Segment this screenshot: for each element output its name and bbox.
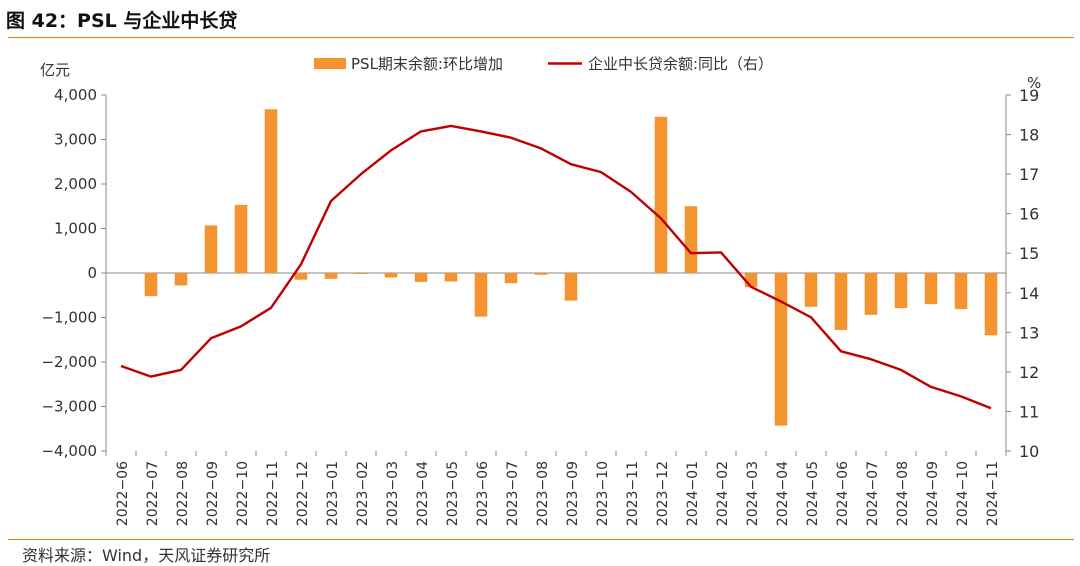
psl-bar	[354, 273, 368, 274]
title-rule	[8, 37, 1074, 38]
right-tick-label: 14	[1019, 284, 1039, 303]
right-tick-label: 15	[1019, 244, 1039, 263]
x-tick-label: 2024−10	[955, 461, 971, 526]
legend-swatch-bar	[314, 58, 346, 69]
left-tick-label: −2,000	[41, 353, 97, 371]
source-note: 资料来源：Wind，天风证券研究所	[22, 546, 271, 565]
psl-bar	[984, 273, 998, 336]
x-tick-label: 2024−07	[865, 461, 881, 526]
x-tick-label: 2024−08	[895, 461, 911, 526]
left-axis-unit: 亿元	[40, 61, 70, 79]
psl-bar	[924, 273, 938, 305]
right-axis-unit: %	[1027, 74, 1041, 92]
x-tick-label: 2022−12	[295, 461, 311, 526]
x-tick-label: 2024−02	[715, 461, 731, 526]
left-tick-label: −4,000	[41, 442, 97, 460]
left-tick-label: −3,000	[41, 398, 97, 416]
psl-bar	[234, 204, 248, 273]
psl-bar	[384, 273, 398, 278]
psl-bar	[654, 116, 668, 274]
x-tick-label: 2022−07	[145, 461, 161, 526]
left-tick-label: 3,000	[54, 131, 97, 149]
left-tick-label: 0	[87, 264, 97, 282]
x-tick-label: 2024−11	[985, 461, 1001, 526]
x-tick-label: 2023−07	[505, 461, 521, 526]
x-tick-label: 2022−08	[175, 461, 191, 526]
x-tick-label: 2023−04	[415, 461, 431, 526]
right-tick-label: 10	[1019, 442, 1039, 461]
psl-bar	[294, 273, 308, 280]
x-tick-label: 2023−10	[595, 461, 611, 526]
psl-bar	[834, 273, 848, 330]
x-tick-label: 2023−11	[625, 461, 641, 526]
right-tick-label: 19	[1019, 86, 1039, 105]
x-tick-label: 2024−09	[925, 461, 941, 526]
legend-label-bar: PSL期末余额:环比增加	[351, 55, 503, 73]
x-tick-label: 2022−09	[205, 461, 221, 526]
x-tick-label: 2024−05	[805, 461, 821, 526]
right-tick-label: 12	[1019, 363, 1039, 382]
x-tick-label: 2023−05	[445, 461, 461, 526]
x-tick-label: 2023−12	[655, 461, 671, 526]
right-tick-label: 13	[1019, 323, 1039, 342]
psl-bar	[474, 273, 488, 317]
psl-bar	[504, 273, 518, 284]
right-tick-label: 11	[1019, 402, 1039, 421]
psl-bar	[534, 273, 548, 275]
x-tick-label: 2022−06	[115, 461, 131, 526]
x-tick-label: 2024−04	[775, 461, 791, 526]
psl-bar	[174, 273, 188, 286]
x-tick-label: 2024−03	[745, 461, 761, 526]
x-tick-label: 2022−10	[235, 461, 251, 526]
x-tick-label: 2023−09	[565, 461, 581, 526]
psl-bar	[894, 273, 908, 309]
psl-bar	[774, 273, 788, 426]
x-tick-label: 2024−06	[835, 461, 851, 526]
loan-growth-line	[120, 124, 992, 410]
psl-bar	[324, 273, 338, 279]
psl-bar	[204, 225, 218, 273]
psl-bar	[954, 273, 968, 310]
x-tick-label: 2023−02	[355, 461, 371, 526]
left-tick-label: −1,000	[41, 309, 97, 327]
left-tick-label: 2,000	[54, 175, 97, 193]
psl-bar	[684, 206, 698, 273]
x-tick-label: 2023−06	[475, 461, 491, 526]
x-tick-label: 2024−01	[685, 461, 701, 526]
right-tick-label: 16	[1019, 205, 1039, 224]
x-tick-label: 2023−03	[385, 461, 401, 526]
left-tick-label: 1,000	[54, 220, 97, 238]
psl-bar	[414, 273, 428, 282]
right-tick-label: 17	[1019, 165, 1039, 184]
legend-label-line: 企业中长贷余额:同比（右）	[588, 55, 773, 73]
psl-bar	[144, 273, 158, 297]
psl-bar	[804, 273, 818, 307]
left-tick-label: 4,000	[54, 86, 97, 104]
psl-bar	[264, 109, 278, 274]
figure-title: 图 42：PSL 与企业中长贷	[6, 10, 238, 32]
x-tick-label: 2023−01	[325, 461, 341, 526]
x-tick-label: 2023−08	[535, 461, 551, 526]
psl-bar	[564, 273, 578, 301]
x-tick-label: 2022−11	[265, 461, 281, 526]
psl-bar	[444, 273, 458, 282]
psl-bar	[864, 273, 878, 315]
right-tick-label: 18	[1019, 126, 1039, 145]
source-rule	[8, 539, 1074, 540]
